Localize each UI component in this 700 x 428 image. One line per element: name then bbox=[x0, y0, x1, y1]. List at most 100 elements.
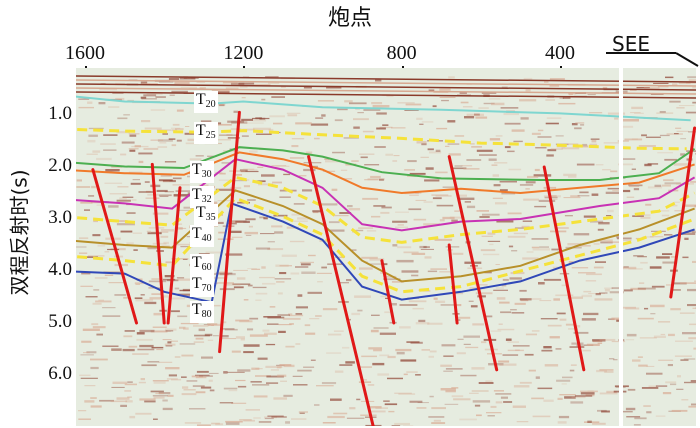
reflection-streak bbox=[591, 139, 597, 143]
reflection-streak bbox=[664, 158, 677, 161]
reflection-streak bbox=[434, 238, 453, 241]
reflection-streak bbox=[595, 239, 613, 242]
reflection-streak bbox=[372, 105, 390, 108]
reflection-streak bbox=[547, 324, 562, 327]
reflection-streak bbox=[680, 153, 686, 156]
reflection-streak bbox=[140, 294, 145, 296]
reflection-streak bbox=[483, 253, 500, 256]
reflection-streak bbox=[531, 246, 540, 249]
reflection-streak bbox=[630, 287, 646, 291]
reflection-streak bbox=[180, 246, 193, 248]
direction-arrow-icon bbox=[606, 52, 699, 67]
reflection-streak bbox=[629, 186, 640, 188]
reflection-streak bbox=[537, 129, 544, 132]
horizon-label-number: 25 bbox=[205, 129, 216, 141]
reflection-streak bbox=[291, 138, 305, 140]
reflection-streak bbox=[80, 354, 94, 356]
reflection-streak bbox=[134, 282, 144, 285]
reflection-streak bbox=[259, 117, 266, 120]
reflection-streak bbox=[551, 195, 557, 197]
seabed-reflector bbox=[76, 87, 696, 95]
reflection-streak bbox=[371, 215, 381, 218]
reflection-streak bbox=[397, 102, 415, 104]
reflection-streak bbox=[156, 189, 168, 192]
reflection-streak bbox=[153, 381, 166, 384]
reflection-streak bbox=[138, 191, 156, 193]
reflection-streak bbox=[300, 263, 311, 266]
reflection-streak bbox=[274, 231, 284, 234]
reflection-streak bbox=[360, 414, 377, 417]
reflection-streak bbox=[124, 390, 132, 392]
reflection-streak bbox=[656, 112, 674, 114]
reflection-streak bbox=[436, 127, 448, 130]
reflection-streak bbox=[108, 282, 125, 284]
reflection-streak bbox=[86, 153, 98, 155]
reflection-streak bbox=[233, 286, 244, 289]
reflection-streak bbox=[457, 316, 471, 319]
reflection-streak bbox=[295, 306, 308, 309]
reflection-streak bbox=[688, 131, 696, 133]
reflection-streak bbox=[607, 209, 614, 213]
reflection-streak bbox=[448, 76, 455, 79]
reflection-streak bbox=[395, 211, 409, 213]
reflection-streak bbox=[587, 420, 592, 423]
reflection-streak bbox=[333, 215, 349, 217]
reflection-streak bbox=[391, 425, 401, 426]
reflection-streak bbox=[129, 415, 136, 419]
reflection-streak bbox=[624, 138, 643, 141]
reflection-streak bbox=[181, 354, 194, 357]
reflection-streak bbox=[149, 297, 163, 300]
reflection-streak bbox=[164, 275, 175, 278]
reflection-streak bbox=[670, 308, 681, 311]
reflection-streak bbox=[158, 361, 173, 363]
reflection-streak bbox=[249, 150, 258, 153]
reflection-streak bbox=[322, 422, 336, 424]
reflection-streak bbox=[198, 184, 209, 187]
reflection-streak bbox=[321, 382, 337, 385]
reflection-streak bbox=[154, 331, 171, 332]
reflection-streak bbox=[611, 287, 623, 289]
reflection-streak bbox=[549, 336, 560, 339]
reflection-streak bbox=[662, 253, 673, 255]
reflection-streak bbox=[94, 277, 108, 279]
reflection-streak bbox=[656, 256, 670, 259]
reflection-streak bbox=[104, 274, 114, 276]
reflection-streak bbox=[638, 145, 656, 148]
reflection-streak bbox=[256, 133, 272, 135]
reflection-streak bbox=[662, 392, 672, 395]
reflection-streak bbox=[84, 385, 96, 387]
reflection-streak bbox=[519, 184, 534, 186]
reflection-streak bbox=[243, 344, 260, 347]
reflection-streak bbox=[257, 166, 264, 168]
reflection-streak bbox=[245, 218, 256, 221]
reflection-streak bbox=[411, 274, 419, 277]
reflection-streak bbox=[586, 273, 602, 276]
reflection-streak bbox=[380, 211, 390, 214]
reflection-streak bbox=[494, 162, 508, 164]
reflection-streak bbox=[563, 143, 579, 145]
reflection-streak bbox=[76, 179, 82, 182]
reflection-streak bbox=[314, 404, 320, 406]
reflection-streak bbox=[587, 390, 594, 392]
reflection-streak bbox=[119, 197, 127, 200]
fault-line bbox=[380, 259, 396, 325]
reflection-streak bbox=[218, 231, 226, 234]
reflection-streak bbox=[683, 358, 696, 360]
reflection-streak bbox=[466, 205, 476, 209]
reflection-streak bbox=[165, 330, 174, 332]
reflection-streak bbox=[500, 311, 512, 314]
reflection-streak bbox=[126, 242, 134, 244]
reflection-streak bbox=[257, 357, 268, 360]
reflection-streak bbox=[503, 401, 513, 403]
reflection-streak bbox=[264, 416, 277, 419]
reflection-streak bbox=[487, 232, 496, 235]
reflection-streak bbox=[505, 338, 512, 341]
reflection-streak bbox=[387, 355, 396, 359]
reflection-streak bbox=[265, 76, 279, 78]
reflection-streak bbox=[255, 375, 271, 377]
reflection-streak bbox=[195, 374, 210, 376]
reflection-streak bbox=[403, 373, 408, 376]
seismic-section bbox=[76, 68, 696, 426]
reflection-streak bbox=[165, 367, 180, 370]
reflection-streak bbox=[247, 199, 256, 201]
